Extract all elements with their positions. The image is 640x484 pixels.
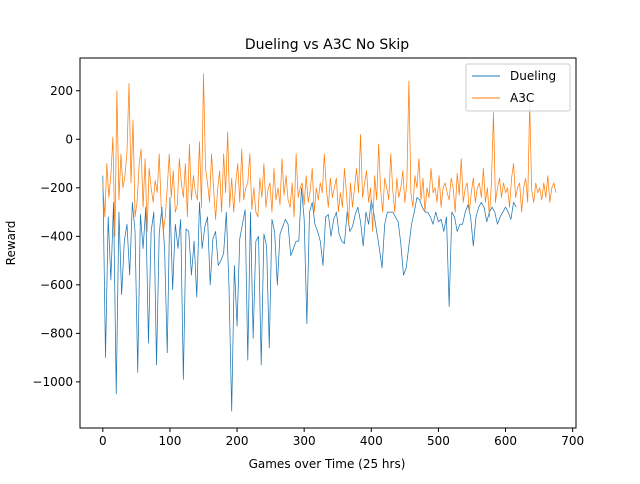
x-tick-label: 100 [158, 434, 181, 448]
series-line-dueling [102, 175, 517, 412]
legend-label-a3c: A3C [510, 91, 534, 105]
y-tick-label: −1000 [32, 375, 73, 389]
plot-area [102, 73, 557, 412]
series-line-a3c [102, 73, 557, 237]
y-tick-label: −400 [40, 229, 73, 243]
y-tick-label: 200 [50, 84, 73, 98]
x-axis: 0 100 200 300 400 500 600 700 [99, 428, 584, 448]
legend-label-dueling: Dueling [510, 69, 556, 83]
x-tick-label: 600 [494, 434, 517, 448]
axes-frame [79, 57, 577, 429]
y-tick-label: 0 [65, 132, 73, 146]
x-tick-label: 0 [99, 434, 107, 448]
y-tick-label: −800 [40, 326, 73, 340]
x-axis-label: Games over Time (25 hrs) [249, 457, 406, 471]
y-tick-label: −600 [40, 278, 73, 292]
y-axis-label: Reward [4, 221, 18, 266]
chart-title: Dueling vs A3C No Skip [245, 37, 409, 53]
y-tick-label: −200 [40, 181, 73, 195]
x-tick-label: 200 [226, 434, 249, 448]
x-tick-label: 400 [360, 434, 383, 448]
x-tick-label: 500 [427, 434, 450, 448]
y-axis: −1000 −800 −600 −400 −200 0 200 [32, 84, 80, 389]
legend: Dueling A3C [465, 63, 571, 112]
x-tick-label: 300 [293, 434, 316, 448]
x-tick-label: 700 [561, 434, 584, 448]
